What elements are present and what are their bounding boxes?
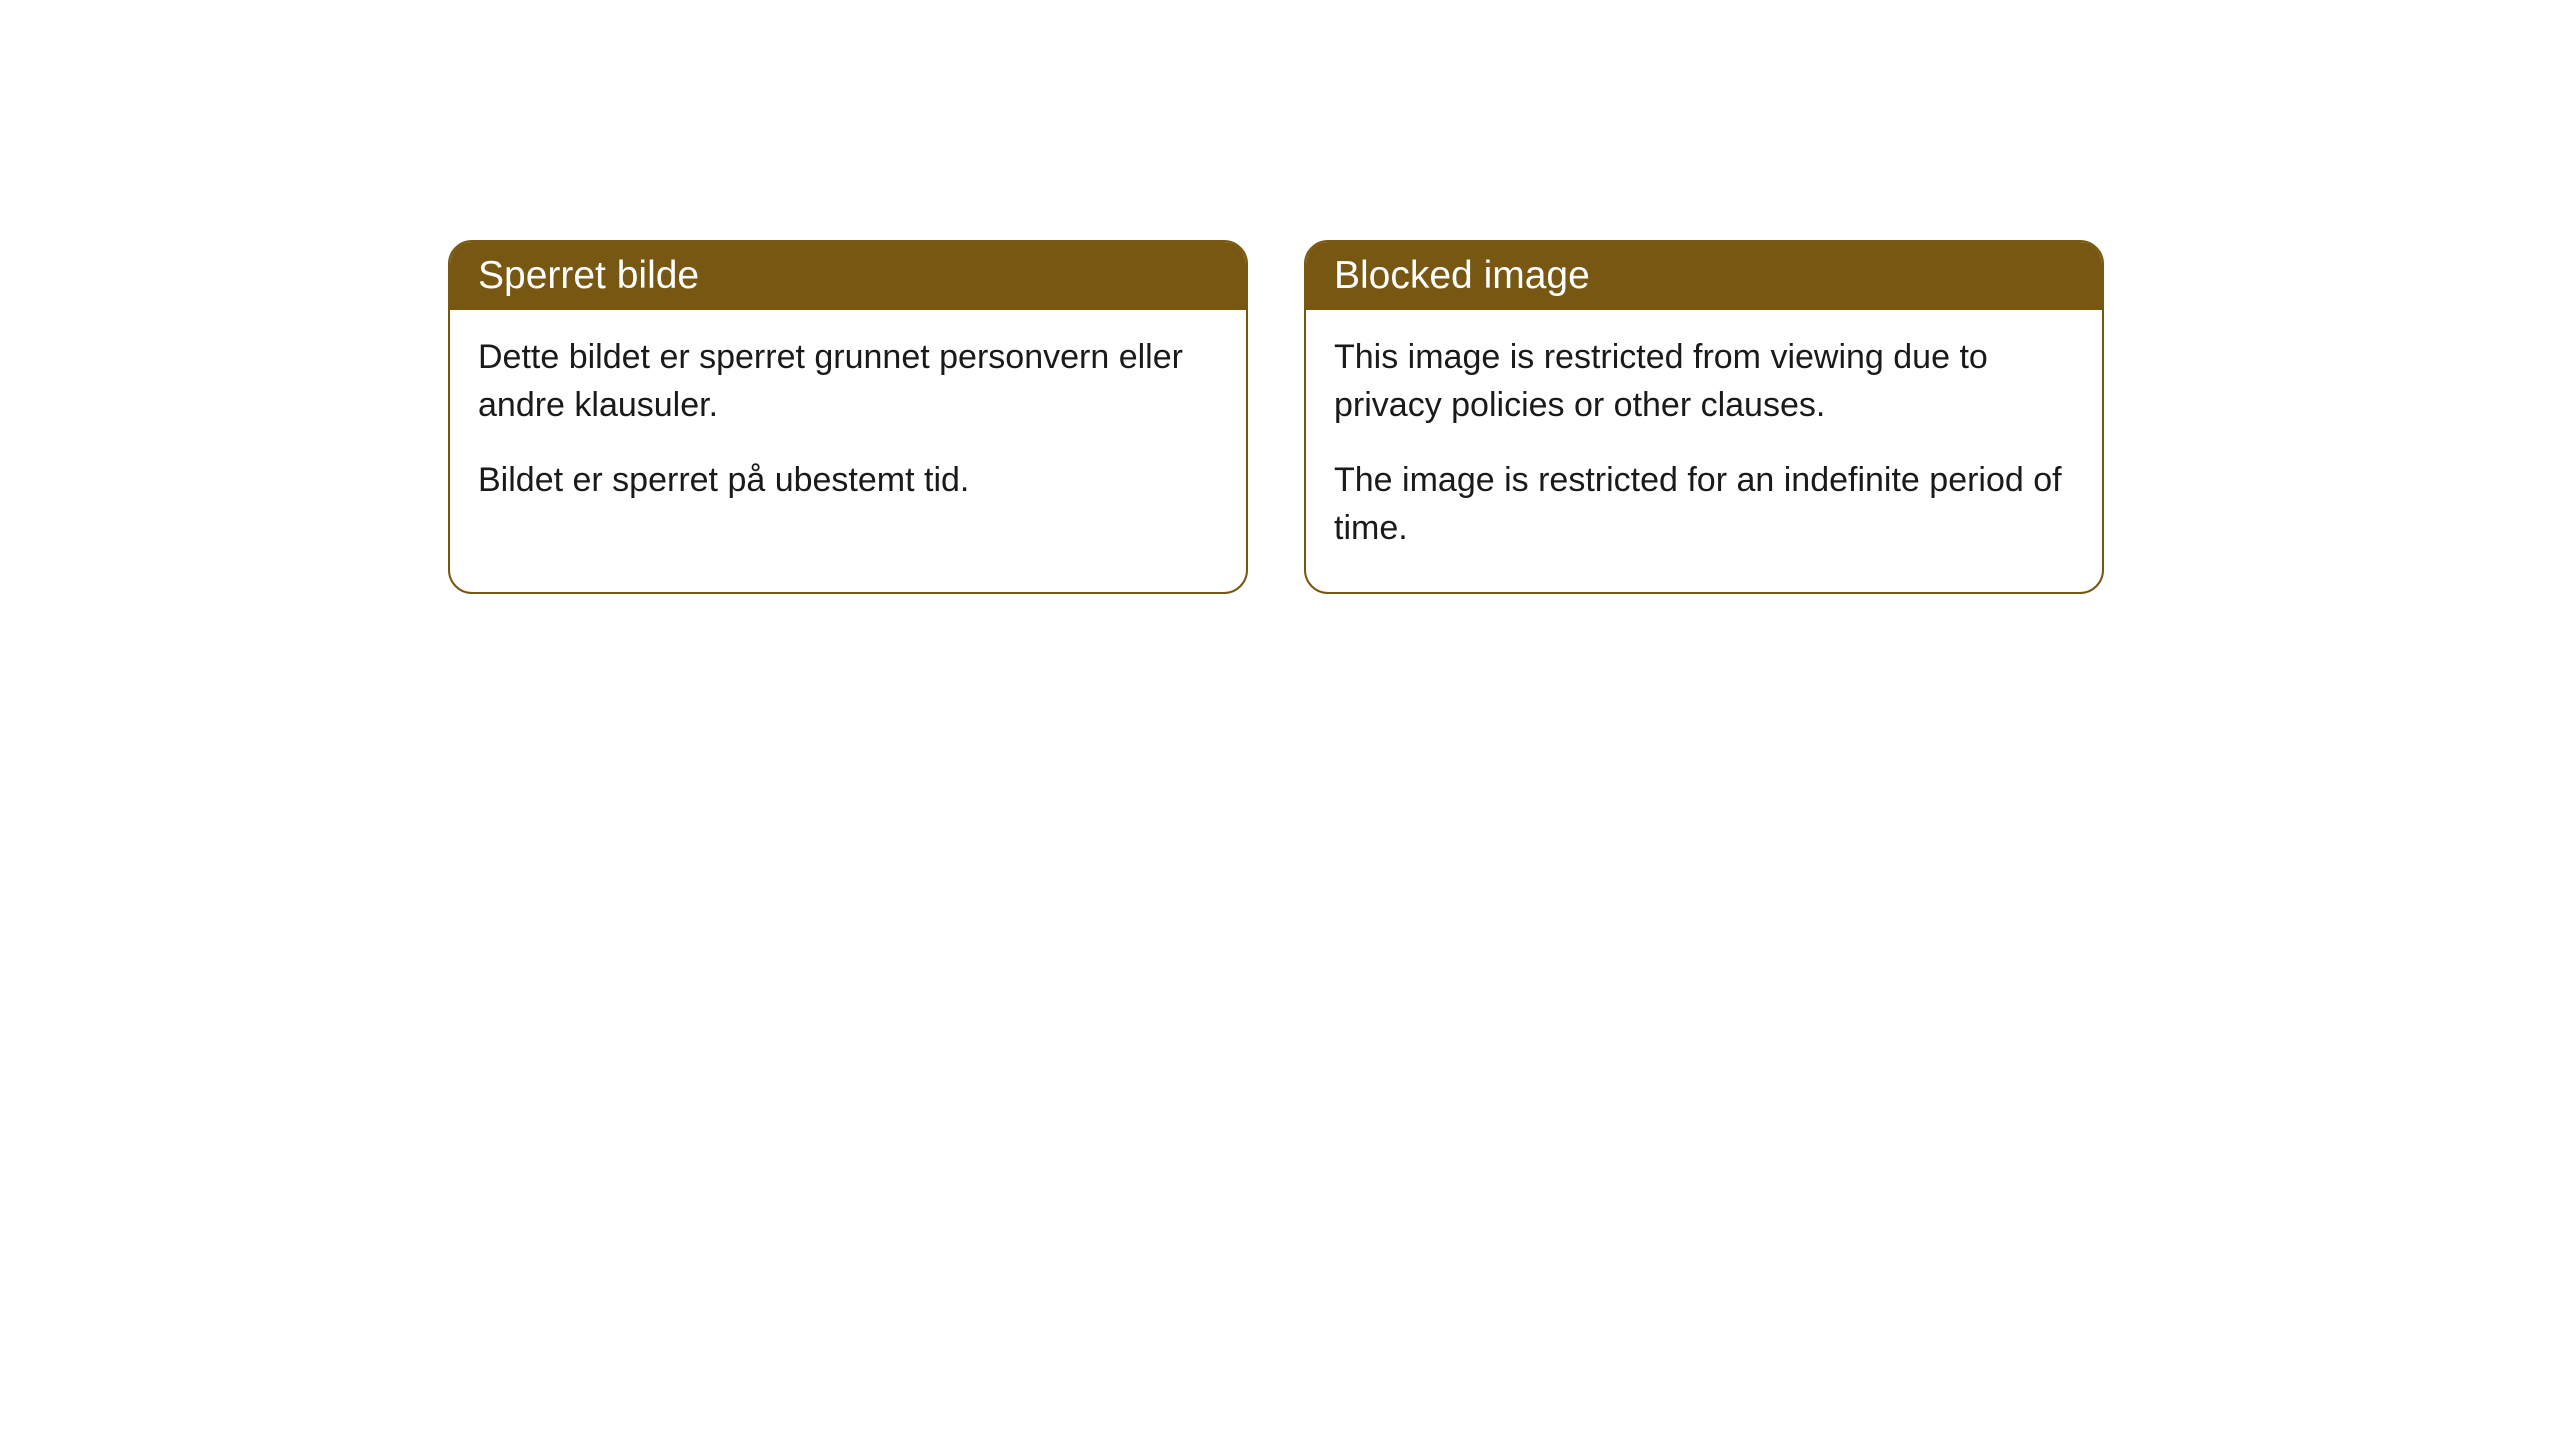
card-body-norwegian: Dette bildet er sperret grunnet personve… — [450, 310, 1246, 545]
cards-container: Sperret bilde Dette bildet er sperret gr… — [0, 0, 2560, 594]
card-english: Blocked image This image is restricted f… — [1304, 240, 2104, 594]
card-header-english: Blocked image — [1306, 242, 2102, 310]
card-paragraph: The image is restricted for an indefinit… — [1334, 457, 2074, 552]
card-norwegian: Sperret bilde Dette bildet er sperret gr… — [448, 240, 1248, 594]
card-paragraph: Bildet er sperret på ubestemt tid. — [478, 457, 1218, 505]
card-paragraph: Dette bildet er sperret grunnet personve… — [478, 334, 1218, 429]
card-header-norwegian: Sperret bilde — [450, 242, 1246, 310]
card-paragraph: This image is restricted from viewing du… — [1334, 334, 2074, 429]
card-body-english: This image is restricted from viewing du… — [1306, 310, 2102, 592]
